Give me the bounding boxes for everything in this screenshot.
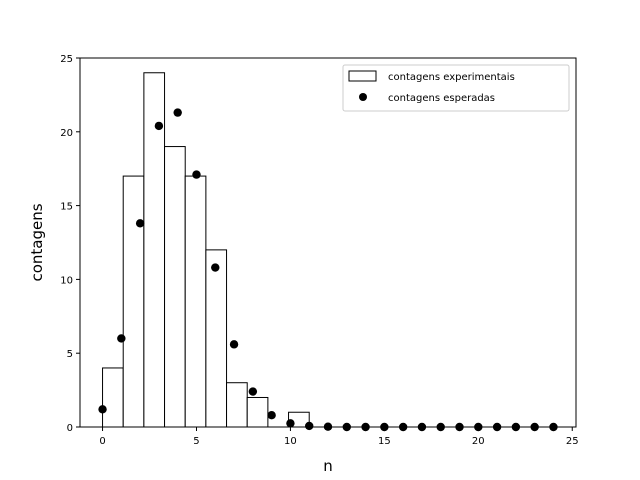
bar-n-0 [102,367,124,428]
bar-n-1 [122,175,145,428]
y-tick-label: 20 [60,128,73,139]
x-tick-label: 20 [472,436,485,447]
point-n-11 [305,421,314,431]
y-tick-label: 15 [60,202,73,213]
legend-box [342,64,570,112]
x-tick-label: 10 [284,436,297,447]
y-tick-label: 10 [60,275,73,286]
x-tick-label: 15 [378,436,391,447]
legend-label-esperadas: contagens esperadas [388,93,495,104]
legend: contagens experimentais contagens espera… [342,64,570,112]
y-axis-title: contagens [28,203,46,281]
point-n-5 [192,170,201,179]
legend-dot-swatch [359,93,367,101]
point-n-10 [286,419,295,428]
point-n-2 [135,219,145,228]
legend-label-experimentais: contagens experimentais [388,72,515,83]
y-tick-label: 0 [67,423,73,434]
bar-n-5 [205,249,228,428]
point-n-6 [211,263,220,272]
bar-n-4 [184,175,207,428]
legend-bar-swatch [348,70,377,82]
y-tick-label: 25 [60,54,73,65]
bar-n-7 [246,396,269,428]
x-tick-label: 25 [566,436,579,447]
y-tick-label: 5 [67,349,73,360]
point-n-8 [248,387,258,396]
y-axis-ticks: 0 5 10 15 20 25 [60,54,80,434]
x-tick-label: 0 [99,436,105,447]
bars-layer [102,72,310,428]
point-n-7 [229,340,239,349]
x-axis-ticks: 0 5 10 15 20 25 [99,427,579,447]
bar-n-6 [226,382,248,428]
point-n-3 [154,121,164,131]
point-n-1 [117,334,126,343]
point-n-9 [267,410,276,420]
point-n-4 [173,108,182,117]
axes-frame [79,57,577,428]
point-n-0 [98,405,107,414]
bar-n-3 [164,146,186,428]
x-axis-title: n [323,457,333,475]
x-tick-label: 5 [193,436,199,447]
